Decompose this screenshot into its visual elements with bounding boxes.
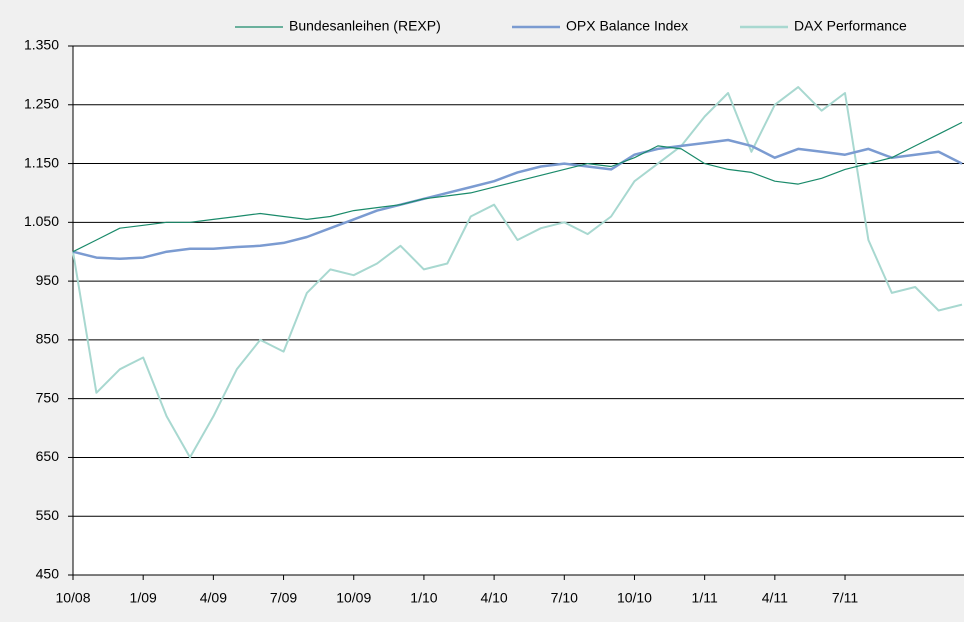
- y-tick-label: 750: [36, 389, 60, 405]
- y-tick-label: 950: [36, 272, 60, 288]
- legend-label: Bundesanleihen (REXP): [289, 18, 441, 34]
- x-tick-label: 1/09: [130, 590, 157, 606]
- x-tick-label: 7/09: [270, 590, 297, 606]
- x-tick-label: 1/10: [410, 590, 437, 606]
- x-tick-label: 7/11: [832, 590, 858, 606]
- y-tick-label: 450: [36, 566, 60, 582]
- x-tick-label: 7/10: [551, 590, 578, 606]
- series-line: [72, 121, 963, 253]
- x-tick-label: 4/11: [762, 590, 788, 606]
- x-tick-label: 10/08: [55, 590, 90, 606]
- y-tick-label: 650: [36, 448, 60, 464]
- y-tick-label: 850: [36, 331, 60, 347]
- y-tick-label: 1.250: [24, 95, 59, 111]
- x-tick-label: 10/10: [617, 590, 652, 606]
- series-line: [72, 138, 963, 261]
- legend-label: DAX Performance: [794, 18, 907, 34]
- plot-area: [73, 46, 964, 575]
- y-tick-label: 1.050: [24, 213, 59, 229]
- y-tick-label: 550: [36, 507, 60, 523]
- series-line: [72, 86, 963, 459]
- legend-label: OPX Balance Index: [566, 18, 688, 34]
- y-tick-label: 1.150: [24, 154, 59, 170]
- x-tick-label: 4/09: [200, 590, 227, 606]
- x-tick-label: 4/10: [480, 590, 507, 606]
- y-tick-label: 1.350: [24, 37, 59, 53]
- x-tick-label: 1/11: [692, 590, 718, 606]
- x-tick-label: 10/09: [336, 590, 371, 606]
